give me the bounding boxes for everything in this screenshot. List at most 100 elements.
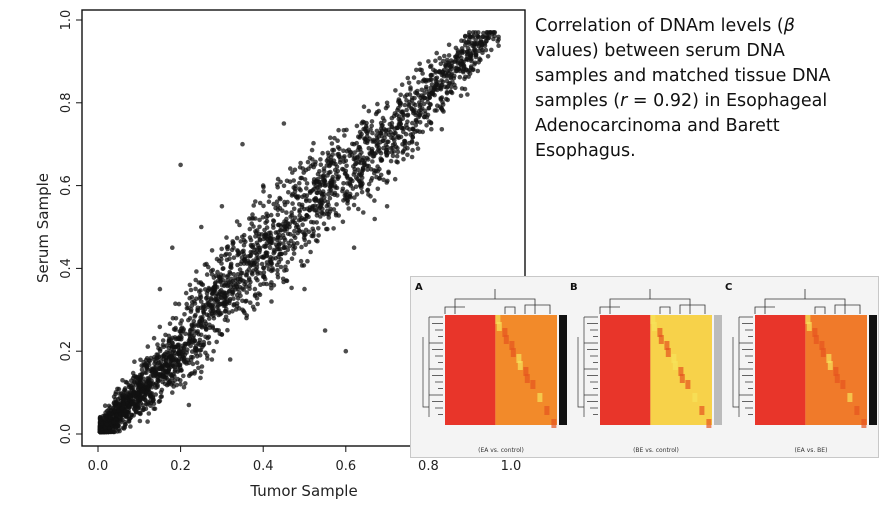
scatter-point	[354, 140, 360, 146]
scatter-point	[416, 108, 422, 114]
scatter-point	[140, 407, 145, 413]
scatter-point	[401, 148, 406, 154]
scatter-point	[239, 255, 245, 260]
scatter-point	[364, 163, 370, 169]
scatter-point	[133, 408, 138, 414]
scatter-point	[432, 92, 437, 98]
scatter-point	[363, 123, 369, 129]
scatter-point	[262, 227, 267, 233]
scatter-point	[336, 174, 342, 179]
scatter-point	[284, 278, 289, 283]
scatter-point	[458, 93, 464, 99]
scatter-point	[413, 117, 419, 123]
scatter-point	[351, 172, 357, 177]
scatter-point	[227, 298, 232, 304]
scatter-point	[301, 263, 307, 268]
heatmap-cell	[651, 322, 657, 331]
scatter-point	[208, 295, 214, 301]
scatter-point	[161, 356, 166, 362]
panel-label: C	[725, 282, 732, 293]
panel-subtitle: (EA vs. control)	[478, 447, 524, 454]
x-tick-label: 0.8	[418, 459, 439, 474]
scatter-point	[426, 59, 431, 64]
scatter-point	[266, 199, 272, 204]
heatmap-cell	[523, 367, 529, 376]
heatmap-cell	[502, 328, 508, 337]
scatter-point	[113, 397, 118, 402]
scatter-point	[153, 372, 158, 378]
scatter-point	[438, 97, 444, 102]
scatter-point	[329, 141, 335, 146]
scatter-point	[366, 192, 371, 197]
scatter-point	[247, 226, 253, 232]
scatter-point	[169, 382, 174, 387]
scatter-point	[423, 86, 429, 92]
scatter-point	[431, 67, 436, 73]
scatter-point	[111, 420, 117, 425]
heatmap-cell	[692, 393, 698, 402]
scatter-point	[128, 424, 133, 429]
scatter-point	[267, 194, 273, 199]
scatter-point	[390, 153, 396, 159]
scatter-point	[173, 344, 178, 350]
scatter-point	[445, 68, 451, 74]
scatter-point	[248, 300, 253, 306]
scatter-point	[113, 425, 119, 430]
scatter-point	[318, 162, 324, 167]
scatter-point	[270, 240, 275, 246]
scatter-point	[405, 112, 411, 118]
scatter-point	[384, 204, 390, 209]
scatter-point	[410, 147, 415, 153]
scatter-point	[184, 361, 189, 366]
scatter-point	[370, 159, 375, 164]
scatter-point	[389, 135, 394, 140]
scatter-point	[454, 68, 460, 74]
scatter-point	[323, 182, 329, 188]
scatter-point	[368, 178, 374, 183]
scatter-point	[120, 425, 126, 431]
scatter-point	[307, 207, 312, 213]
scatter-point	[213, 296, 218, 302]
heatmap-cell	[706, 419, 712, 428]
scatter-point	[205, 298, 210, 303]
scatter-point	[471, 67, 476, 72]
heatmap-cell	[833, 367, 839, 376]
scatter-point	[145, 376, 150, 381]
scatter-point	[317, 169, 322, 174]
caption-text-3: = 0.92) in Esophageal Adenocarcinoma and…	[535, 91, 828, 161]
scatter-point	[271, 218, 277, 224]
scatter-point	[250, 212, 255, 217]
scatter-point	[344, 189, 350, 194]
scatter-point	[441, 74, 447, 79]
scatter-point	[406, 80, 412, 86]
scatter-point	[146, 411, 152, 416]
heatmap-cell	[664, 341, 670, 350]
scatter-point	[332, 190, 338, 196]
scatter-point	[476, 60, 482, 65]
scatter-point	[206, 264, 211, 270]
scatter-point	[355, 154, 360, 160]
scatter-point	[247, 277, 252, 283]
scatter-point	[187, 316, 193, 321]
scatter-point	[190, 355, 196, 360]
scatter-point	[237, 222, 242, 228]
scatter-point	[342, 154, 347, 159]
scatter-point	[405, 75, 411, 81]
group-side-bar	[714, 315, 722, 425]
scatter-point	[394, 112, 399, 118]
scatter-point	[355, 167, 361, 172]
scatter-point	[405, 152, 410, 158]
scatter-point	[228, 276, 234, 282]
scatter-point	[348, 195, 353, 200]
heatmap-cell	[812, 328, 818, 337]
scatter-point	[269, 261, 275, 266]
scatter-point	[131, 390, 136, 396]
scatter-point	[156, 399, 162, 405]
scatter-point	[173, 356, 179, 362]
scatter-point	[149, 366, 155, 372]
scatter-point	[132, 359, 137, 365]
scatter-point	[276, 242, 282, 247]
heatmap-cell	[672, 361, 678, 370]
scatter-point	[277, 251, 283, 257]
scatter-point	[235, 252, 240, 258]
